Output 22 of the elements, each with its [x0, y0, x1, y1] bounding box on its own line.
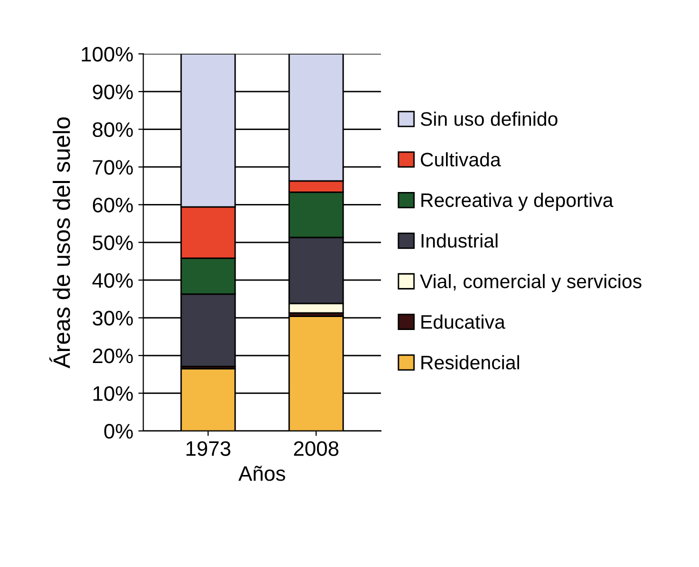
- legend-label: Recreativa y deportiva: [421, 192, 614, 211]
- y-tick-label: 0%: [104, 424, 133, 439]
- legend-label: Industrial: [422, 233, 498, 248]
- y-axis-title: Áreas de usos del suelo: [49, 117, 70, 368]
- y-tick-label: 60%: [92, 198, 133, 212]
- y-tick-label: 80%: [92, 122, 133, 138]
- y-tick-label: 10%: [93, 386, 133, 401]
- legend-label: Vial, comercial y servicios: [420, 274, 642, 292]
- y-tick-label: 90%: [92, 84, 133, 100]
- legend-label: Educativa: [421, 314, 506, 329]
- y-tick-label: 40%: [92, 273, 133, 288]
- y-tick-label: 50%: [92, 235, 133, 250]
- y-tick-label: 30%: [92, 310, 133, 326]
- x-tick-label: 2008: [294, 441, 338, 456]
- x-axis-title: Años: [238, 466, 286, 481]
- legend-label: Residencial: [421, 355, 520, 370]
- y-tick-label: 100%: [82, 46, 133, 62]
- y-tick-label: 70%: [92, 160, 133, 175]
- x-tick-label: 1973: [186, 441, 230, 456]
- legend-label: Sin uso definido: [420, 112, 558, 126]
- y-tick-label: 20%: [92, 348, 133, 364]
- legend-label: Cultivada: [420, 152, 501, 166]
